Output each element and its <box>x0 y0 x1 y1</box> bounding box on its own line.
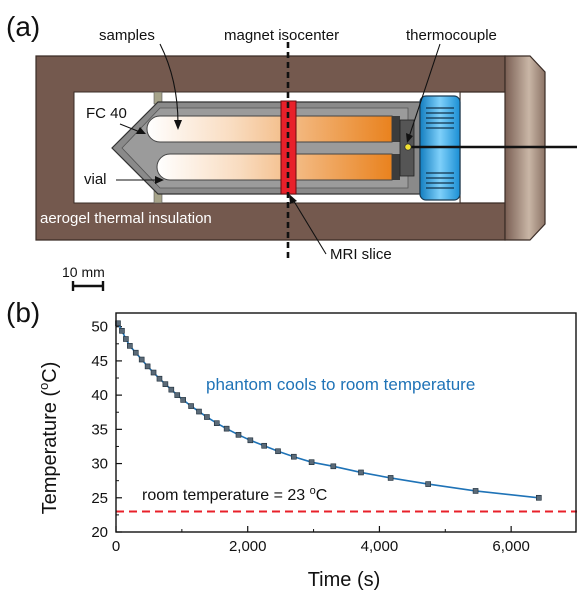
data-point <box>174 392 181 398</box>
label-fc40: FC 40 <box>86 105 127 122</box>
data-point <box>261 442 267 449</box>
y-label-sup: o <box>36 383 51 390</box>
plot-frame <box>115 312 577 533</box>
label-mri-slice: MRI slice <box>330 246 392 263</box>
data-point <box>150 369 157 376</box>
y-label-main: Temperature ( <box>39 390 61 515</box>
data-point <box>132 349 139 356</box>
chart: 0 2,000 4,000 6,000 20 25 30 35 40 45 50 <box>91 312 577 555</box>
x-tick-label: 0 <box>112 538 120 555</box>
y-label-end: C) <box>39 362 61 383</box>
data-point <box>330 463 337 470</box>
thermocouple-tip <box>404 143 412 151</box>
data-point <box>204 414 210 420</box>
label-samples: samples <box>99 27 155 44</box>
data-point <box>196 408 202 415</box>
data-point <box>138 356 145 363</box>
y-tick-label: 20 <box>91 524 108 541</box>
x-axis-label: Time (s) <box>308 569 381 591</box>
y-tick-label: 40 <box>91 387 108 404</box>
data-point <box>358 469 364 476</box>
data-point <box>425 481 431 487</box>
label-magnet-isocenter: magnet isocenter <box>224 27 339 44</box>
room-label-text: room temperature = 23 <box>142 487 310 504</box>
tube-plug-bottom <box>392 154 400 180</box>
x-tick-label: 2,000 <box>229 538 267 555</box>
room-label-sup: o <box>310 485 316 497</box>
data-point <box>127 343 133 349</box>
data-point <box>162 381 169 387</box>
y-tick-label: 45 <box>91 353 108 370</box>
leader-lines <box>116 43 441 255</box>
data-point <box>235 432 242 438</box>
data-point <box>119 327 125 334</box>
sample-tube-bottom <box>156 153 393 181</box>
data-point <box>247 437 254 444</box>
data-point <box>213 420 220 426</box>
data-point <box>156 375 163 382</box>
y-tick-label: 25 <box>91 490 108 507</box>
panel-b-letter: (b) <box>6 297 40 328</box>
label-thermocouple: thermocouple <box>406 27 497 44</box>
annotation-cooling: phantom cools to room temperature <box>206 375 475 394</box>
data-point <box>308 459 315 465</box>
panel-a-letter: (a) <box>6 11 40 42</box>
data-point <box>275 448 281 455</box>
label-insulation: aerogel thermal insulation <box>40 210 212 227</box>
y-tick-label: 30 <box>91 456 108 473</box>
data-point <box>223 425 230 432</box>
data-point <box>123 336 129 342</box>
y-axis-label: Temperature (oC) <box>36 362 61 515</box>
scale-bar <box>71 281 105 291</box>
x-tick-label: 4,000 <box>361 538 399 555</box>
cap-grip-lines <box>426 107 454 189</box>
cooling-curve <box>117 322 539 499</box>
data-point <box>472 488 479 494</box>
data-point <box>291 453 297 460</box>
data-point <box>168 386 175 393</box>
data-point <box>188 403 194 409</box>
data-point <box>180 397 186 403</box>
data-point <box>387 475 394 481</box>
annotation-room-temperature: room temperature = 23 oC <box>142 485 327 504</box>
arrow-heads <box>136 120 413 204</box>
scale-bar-label: 10 mm <box>62 264 105 280</box>
label-vial: vial <box>84 171 107 188</box>
y-tick-label: 35 <box>91 421 108 438</box>
sample-tube-top <box>146 115 393 143</box>
room-label-unit: C <box>316 487 328 504</box>
y-tick-label: 50 <box>91 319 108 336</box>
x-tick-label: 6,000 <box>492 538 530 555</box>
data-point <box>144 363 151 370</box>
tube-plug-top <box>392 116 400 142</box>
data-point <box>536 494 542 501</box>
